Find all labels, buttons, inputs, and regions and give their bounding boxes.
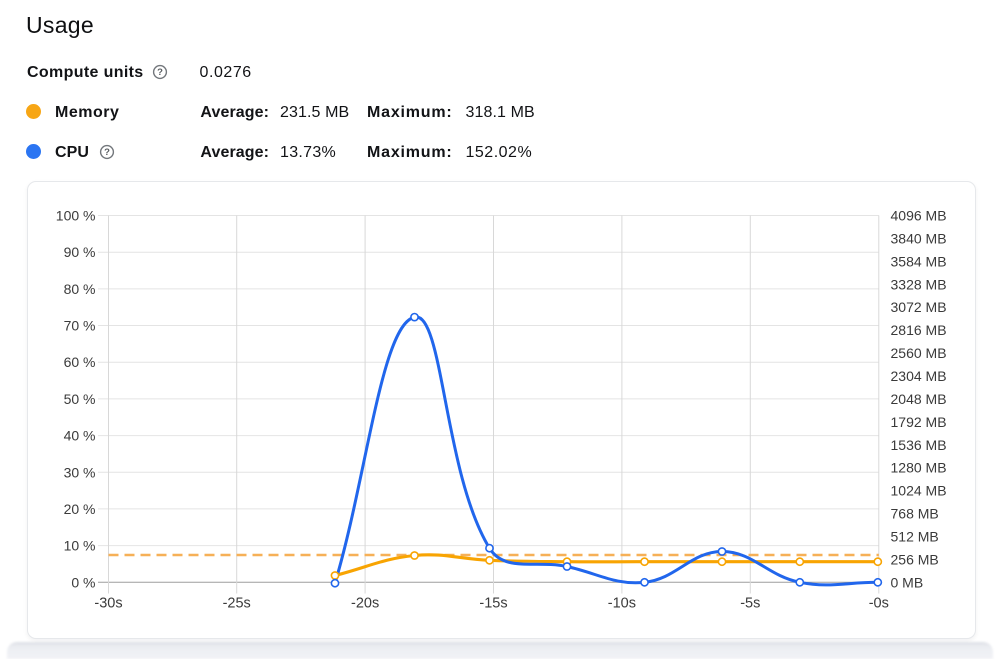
svg-text:40 %: 40 %: [64, 428, 96, 444]
svg-text:20 %: 20 %: [64, 501, 96, 517]
svg-text:0 %: 0 %: [71, 574, 95, 590]
svg-text:-20s: -20s: [351, 596, 379, 612]
svg-text:512 MB: 512 MB: [891, 528, 939, 544]
svg-text:256 MB: 256 MB: [891, 551, 939, 567]
svg-text:100 %: 100 %: [56, 208, 96, 224]
svg-text:60 %: 60 %: [64, 354, 96, 370]
svg-text:2816 MB: 2816 MB: [891, 322, 947, 338]
svg-text:?: ?: [104, 147, 110, 158]
svg-text:70 %: 70 %: [64, 318, 96, 334]
svg-text:2304 MB: 2304 MB: [891, 368, 947, 384]
svg-text:1792 MB: 1792 MB: [891, 414, 947, 430]
svg-text:90 %: 90 %: [64, 244, 96, 260]
svg-text:-10s: -10s: [608, 596, 636, 612]
svg-text:3328 MB: 3328 MB: [891, 276, 947, 292]
svg-text:2048 MB: 2048 MB: [891, 391, 947, 407]
svg-text:1536 MB: 1536 MB: [891, 437, 947, 453]
svg-text:-15s: -15s: [479, 596, 507, 612]
svg-text:-25s: -25s: [223, 596, 251, 612]
svg-text:-0s: -0s: [869, 596, 889, 612]
svg-text:3584 MB: 3584 MB: [891, 253, 947, 269]
svg-text:0 MB: 0 MB: [891, 574, 924, 590]
svg-text:2560 MB: 2560 MB: [891, 345, 947, 361]
svg-text:3840 MB: 3840 MB: [891, 230, 947, 246]
svg-text:768 MB: 768 MB: [891, 506, 939, 522]
svg-text:30 %: 30 %: [64, 464, 96, 480]
svg-text:1280 MB: 1280 MB: [891, 460, 947, 476]
svg-text:-5s: -5s: [740, 596, 760, 612]
svg-text:-30s: -30s: [94, 596, 122, 612]
svg-text:80 %: 80 %: [64, 281, 96, 297]
svg-text:1024 MB: 1024 MB: [891, 483, 947, 499]
svg-text:10 %: 10 %: [64, 538, 96, 554]
svg-text:50 %: 50 %: [64, 391, 96, 407]
svg-text:3072 MB: 3072 MB: [891, 299, 947, 315]
svg-text:?: ?: [157, 67, 163, 78]
svg-text:4096 MB: 4096 MB: [891, 208, 947, 224]
